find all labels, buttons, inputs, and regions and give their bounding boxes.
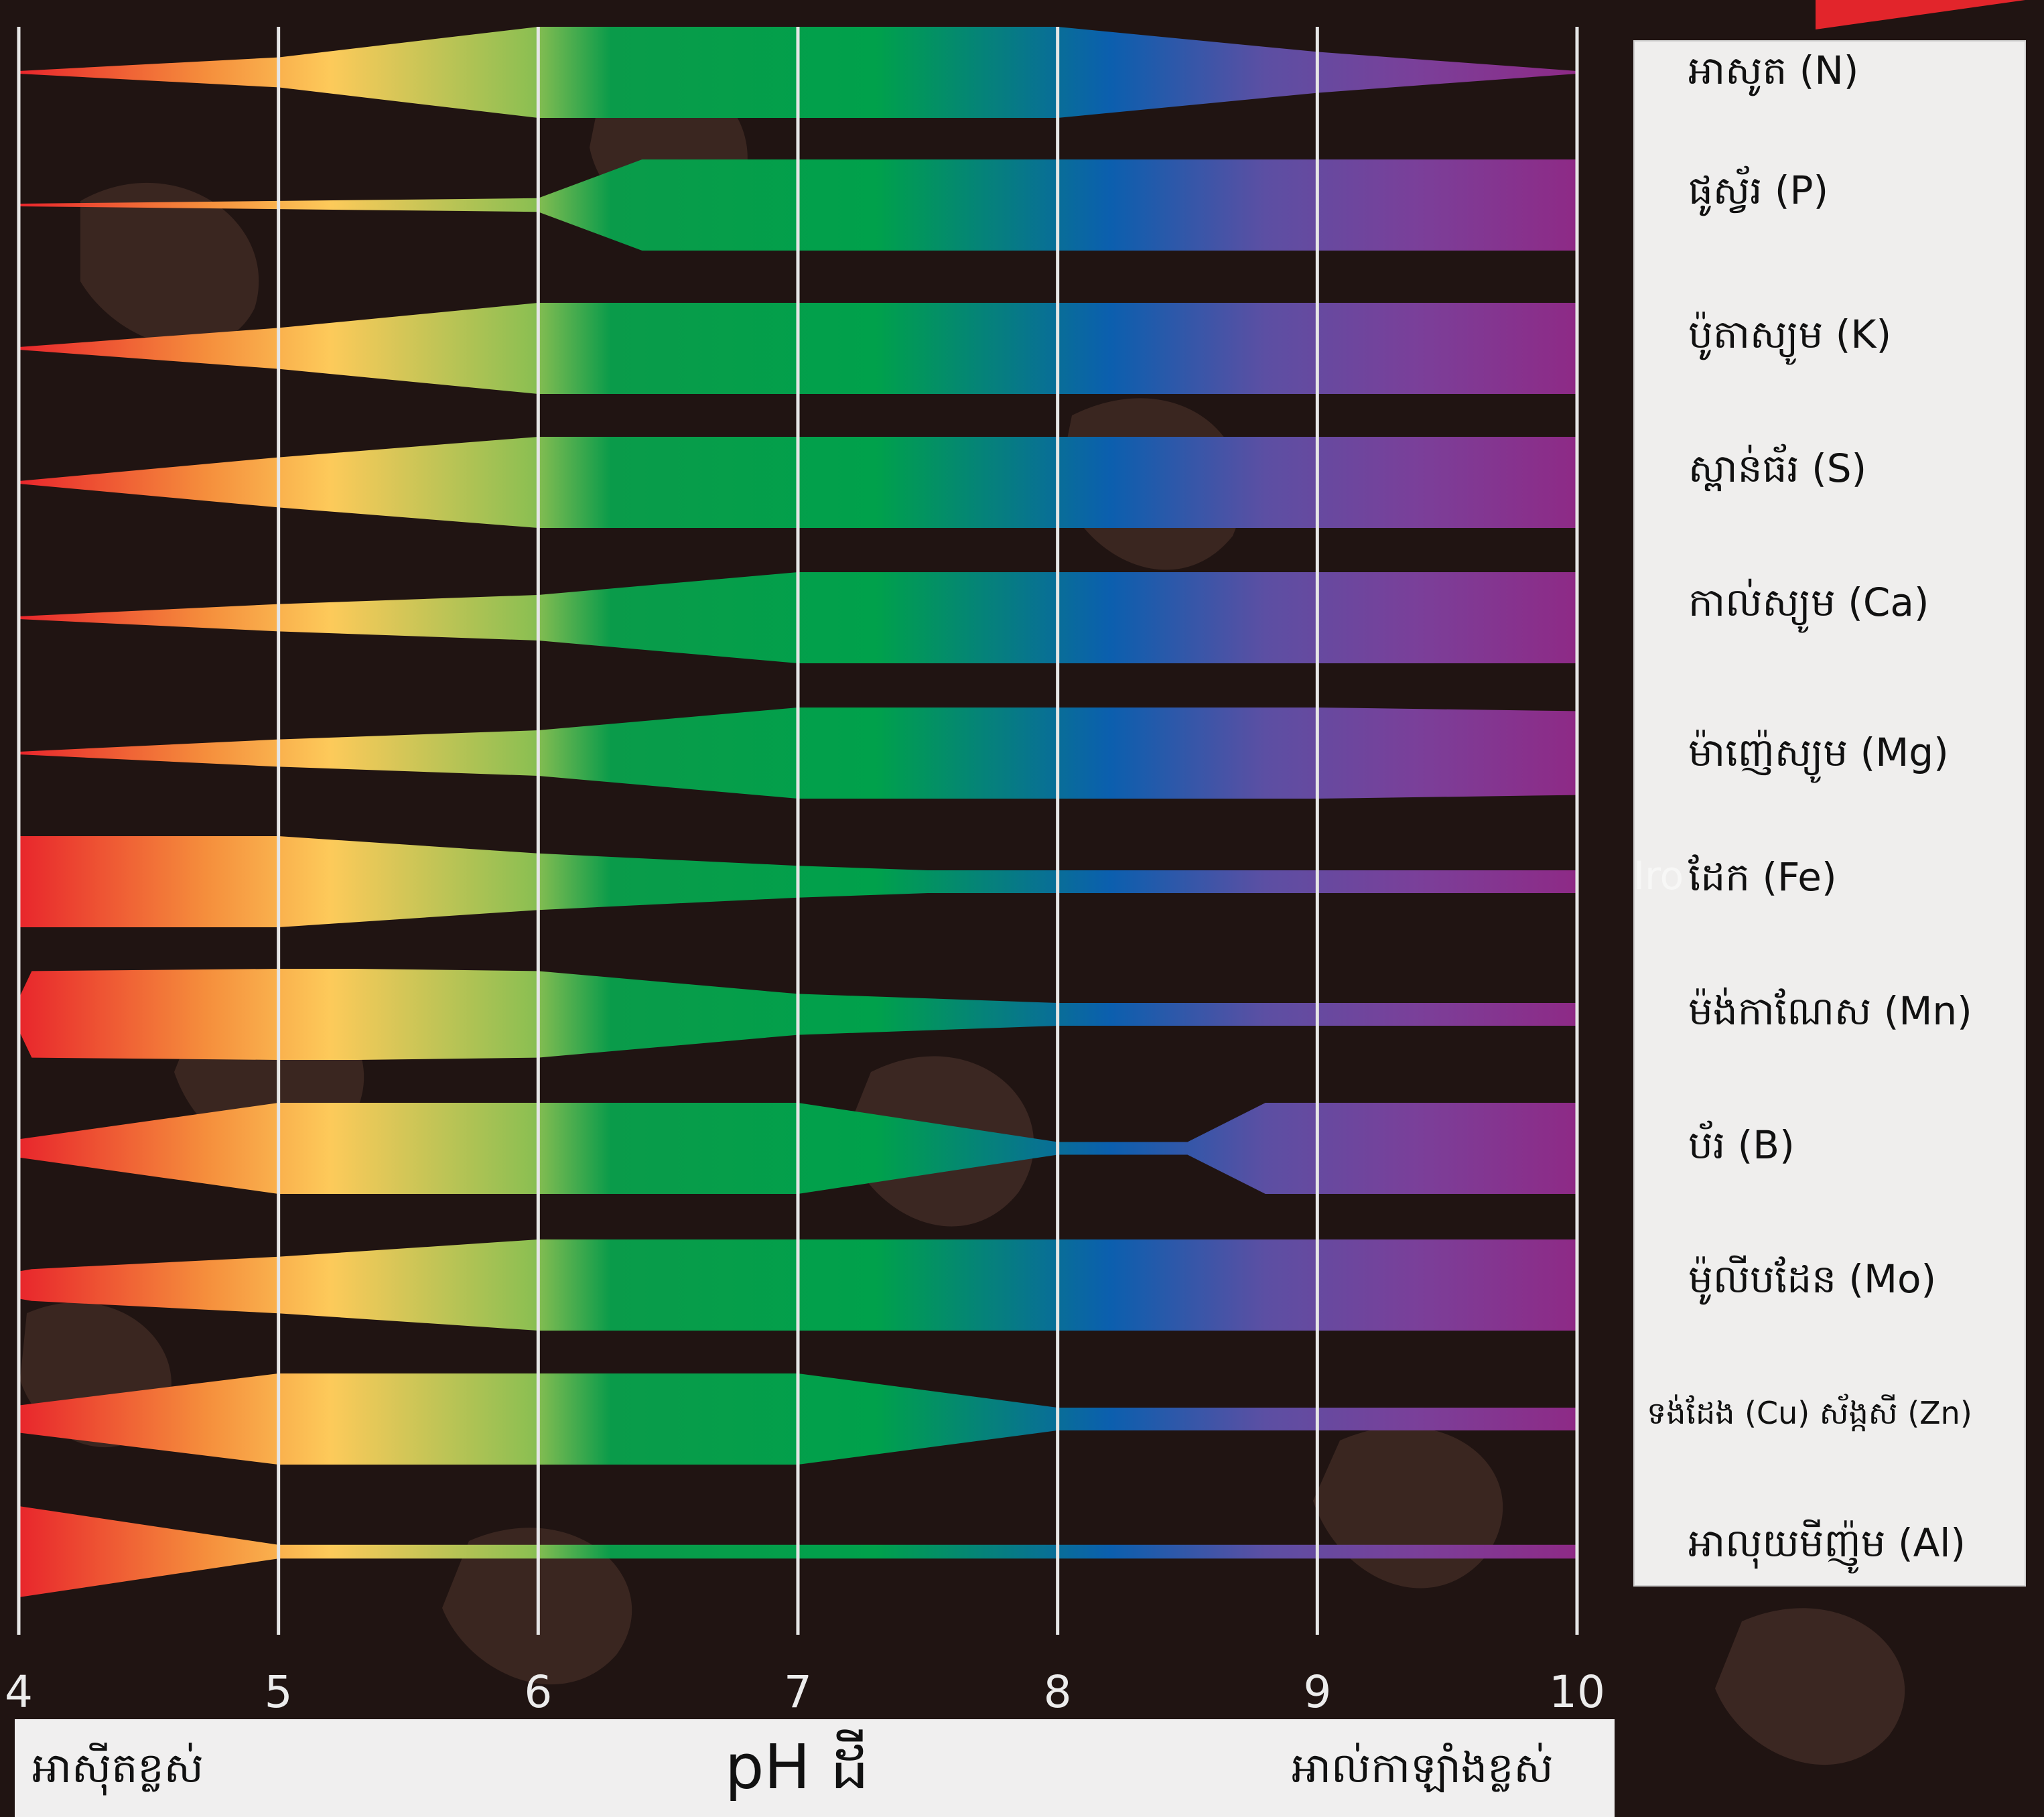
legend-item-calcium: កាល់ស្យូម (Ca): [1688, 580, 1929, 625]
legend-item-manganese: ម៉ង់កាណែស (Mn): [1688, 988, 1972, 1034]
tick-label-6: 6: [524, 1666, 552, 1718]
x-axis-title: pH ដី: [725, 1731, 870, 1803]
legend-item-molybdenum: ម៉ូលីបដែន (Mo): [1688, 1256, 1937, 1302]
legend-item-phosphorus: ផូស្វ័រ (P): [1688, 167, 1829, 213]
legend-item-potassium: ប៉ូតាស្យូម (K): [1688, 312, 1892, 357]
tick-label-9: 9: [1303, 1666, 1331, 1718]
legend-item-aluminium: អាលុយមីញ៉ូម (Al): [1688, 1520, 1966, 1566]
legend-item-nitrogen: អាសូត (N): [1688, 48, 1859, 93]
legend-item-iron: ដែក (Fe): [1688, 854, 1837, 900]
legend-item-sulfur: ស្ពាន់ធ័រ (S): [1688, 446, 1867, 491]
tick-label-10: 10: [1549, 1666, 1605, 1718]
tick-label-8: 8: [1044, 1666, 1072, 1718]
tick-label-5: 5: [265, 1666, 293, 1718]
ph-tick-labels: 4 5 6 7 8 9 10: [5, 1666, 1605, 1718]
axis-footer: [15, 1719, 1615, 1817]
nutrient-legend: អាសូត (N) ផូស្វ័រ (P) ប៉ូតាស្យូម (K) ស្ព…: [1633, 40, 2026, 1587]
ghost-label: Iro: [1633, 853, 1684, 898]
tick-label-7: 7: [784, 1666, 812, 1718]
tick-label-4: 4: [5, 1666, 33, 1718]
alkaline-annotation: អាល់កាឡាំងខ្លស់: [1292, 1743, 1554, 1792]
legend-item-boron: ប័រ (B): [1688, 1122, 1795, 1168]
acidic-annotation: អាស៊ីតខ្លស់: [32, 1743, 204, 1792]
legend-item-magnesium: ម៉ាញ៉េស្យូម (Mg): [1688, 730, 1949, 775]
ph-gridlines: [17, 27, 1579, 1635]
legend-item-copper-zinc: ទង់ដែង (Cu) ស័ង្កសី (Zn): [1647, 1395, 1972, 1431]
